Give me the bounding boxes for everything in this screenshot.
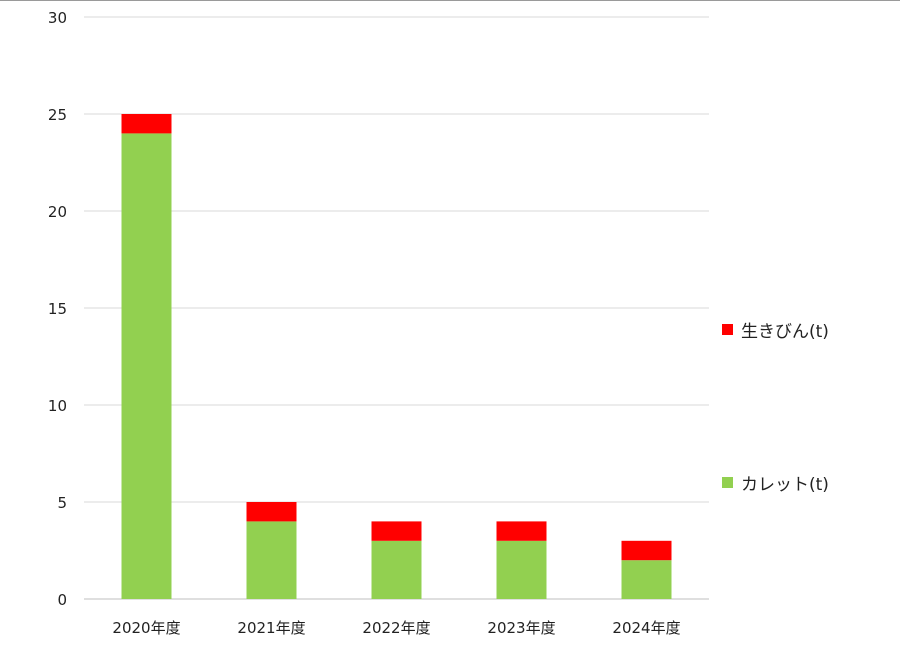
bars <box>121 114 672 599</box>
y-tick-label: 10 <box>48 397 67 415</box>
x-axis-ticks: 2020年度 2021年度 2022年度 2023年度 2024年度 <box>112 619 680 637</box>
legend-swatch-ikibin <box>722 324 733 335</box>
top-border-line <box>0 0 900 1</box>
bar-ikibin-0 <box>121 114 172 134</box>
bar-cullet-0 <box>121 133 172 599</box>
legend-item-ikibin: 生きびん(t) <box>722 317 829 342</box>
bar-cullet-2 <box>371 540 422 599</box>
y-tick-label: 5 <box>57 494 67 512</box>
y-tick-label: 25 <box>48 106 67 124</box>
legend-label-cullet: カレット(t) <box>741 475 829 495</box>
y-tick-label: 20 <box>48 203 67 221</box>
bar-cullet-4 <box>621 560 672 599</box>
gridlines <box>84 16 709 600</box>
legend-swatch-cullet <box>722 477 733 488</box>
bar-ikibin-1 <box>246 502 297 522</box>
bar-ikibin-2 <box>371 521 422 541</box>
bar-ikibin-4 <box>621 540 672 561</box>
legend-item-cullet: カレット(t) <box>722 470 829 495</box>
x-tick-label: 2020年度 <box>112 619 180 637</box>
y-tick-label: 0 <box>57 591 67 609</box>
y-axis-ticks: 0 5 10 15 20 25 30 <box>48 9 67 609</box>
x-tick-label: 2021年度 <box>237 619 305 637</box>
y-tick-label: 15 <box>48 300 67 318</box>
bar-cullet-1 <box>246 521 297 599</box>
legend-label-ikibin: 生きびん(t) <box>741 322 829 342</box>
bar-cullet-3 <box>496 540 547 599</box>
x-tick-label: 2024年度 <box>612 619 680 637</box>
bar-ikibin-3 <box>496 521 547 541</box>
x-tick-label: 2023年度 <box>487 619 555 637</box>
x-tick-label: 2022年度 <box>362 619 430 637</box>
y-tick-label: 30 <box>48 9 67 27</box>
